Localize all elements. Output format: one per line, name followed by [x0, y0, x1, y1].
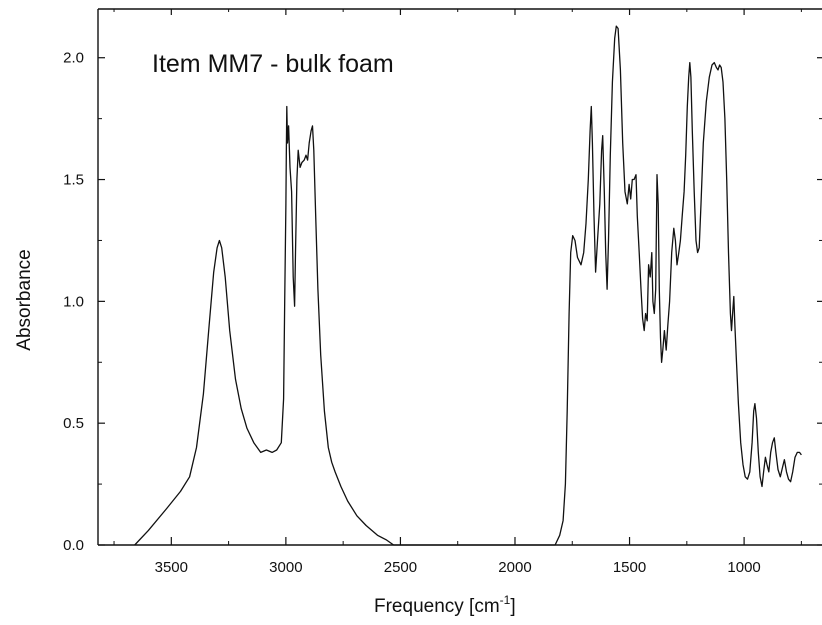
x-tick-label: 2000 — [498, 559, 531, 576]
x-tick-label: 3500 — [155, 559, 188, 576]
x-axis-title-end: ] — [510, 596, 515, 617]
spectrum-line — [134, 25, 802, 546]
x-tick-label: 3000 — [269, 559, 302, 576]
x-axis-title-main: Frequency [cm — [374, 596, 500, 617]
x-axis-title-superscript: -1 — [500, 593, 511, 607]
y-axis-title: Absorbance — [14, 249, 35, 350]
y-tick-label: 1.0 — [63, 293, 84, 310]
y-tick-label: 0.5 — [63, 415, 84, 432]
axes: 0.0 0.5 1.0 1.5 2.0 3500 3000 2500 2000 1500 1000 — [63, 8, 822, 576]
y-tick-label: 0.0 — [63, 537, 84, 554]
x-tick-label: 2500 — [384, 559, 417, 576]
x-axis-title: Frequency [cm-1] — [374, 593, 516, 617]
series-layer — [134, 25, 802, 546]
x-tick-label: 1500 — [613, 559, 646, 576]
y-tick-label: 2.0 — [63, 50, 84, 67]
chart-title: Item MM7 - bulk foam — [152, 50, 394, 78]
x-tick-label: 1000 — [727, 559, 760, 576]
y-tick-label: 1.5 — [63, 172, 84, 189]
